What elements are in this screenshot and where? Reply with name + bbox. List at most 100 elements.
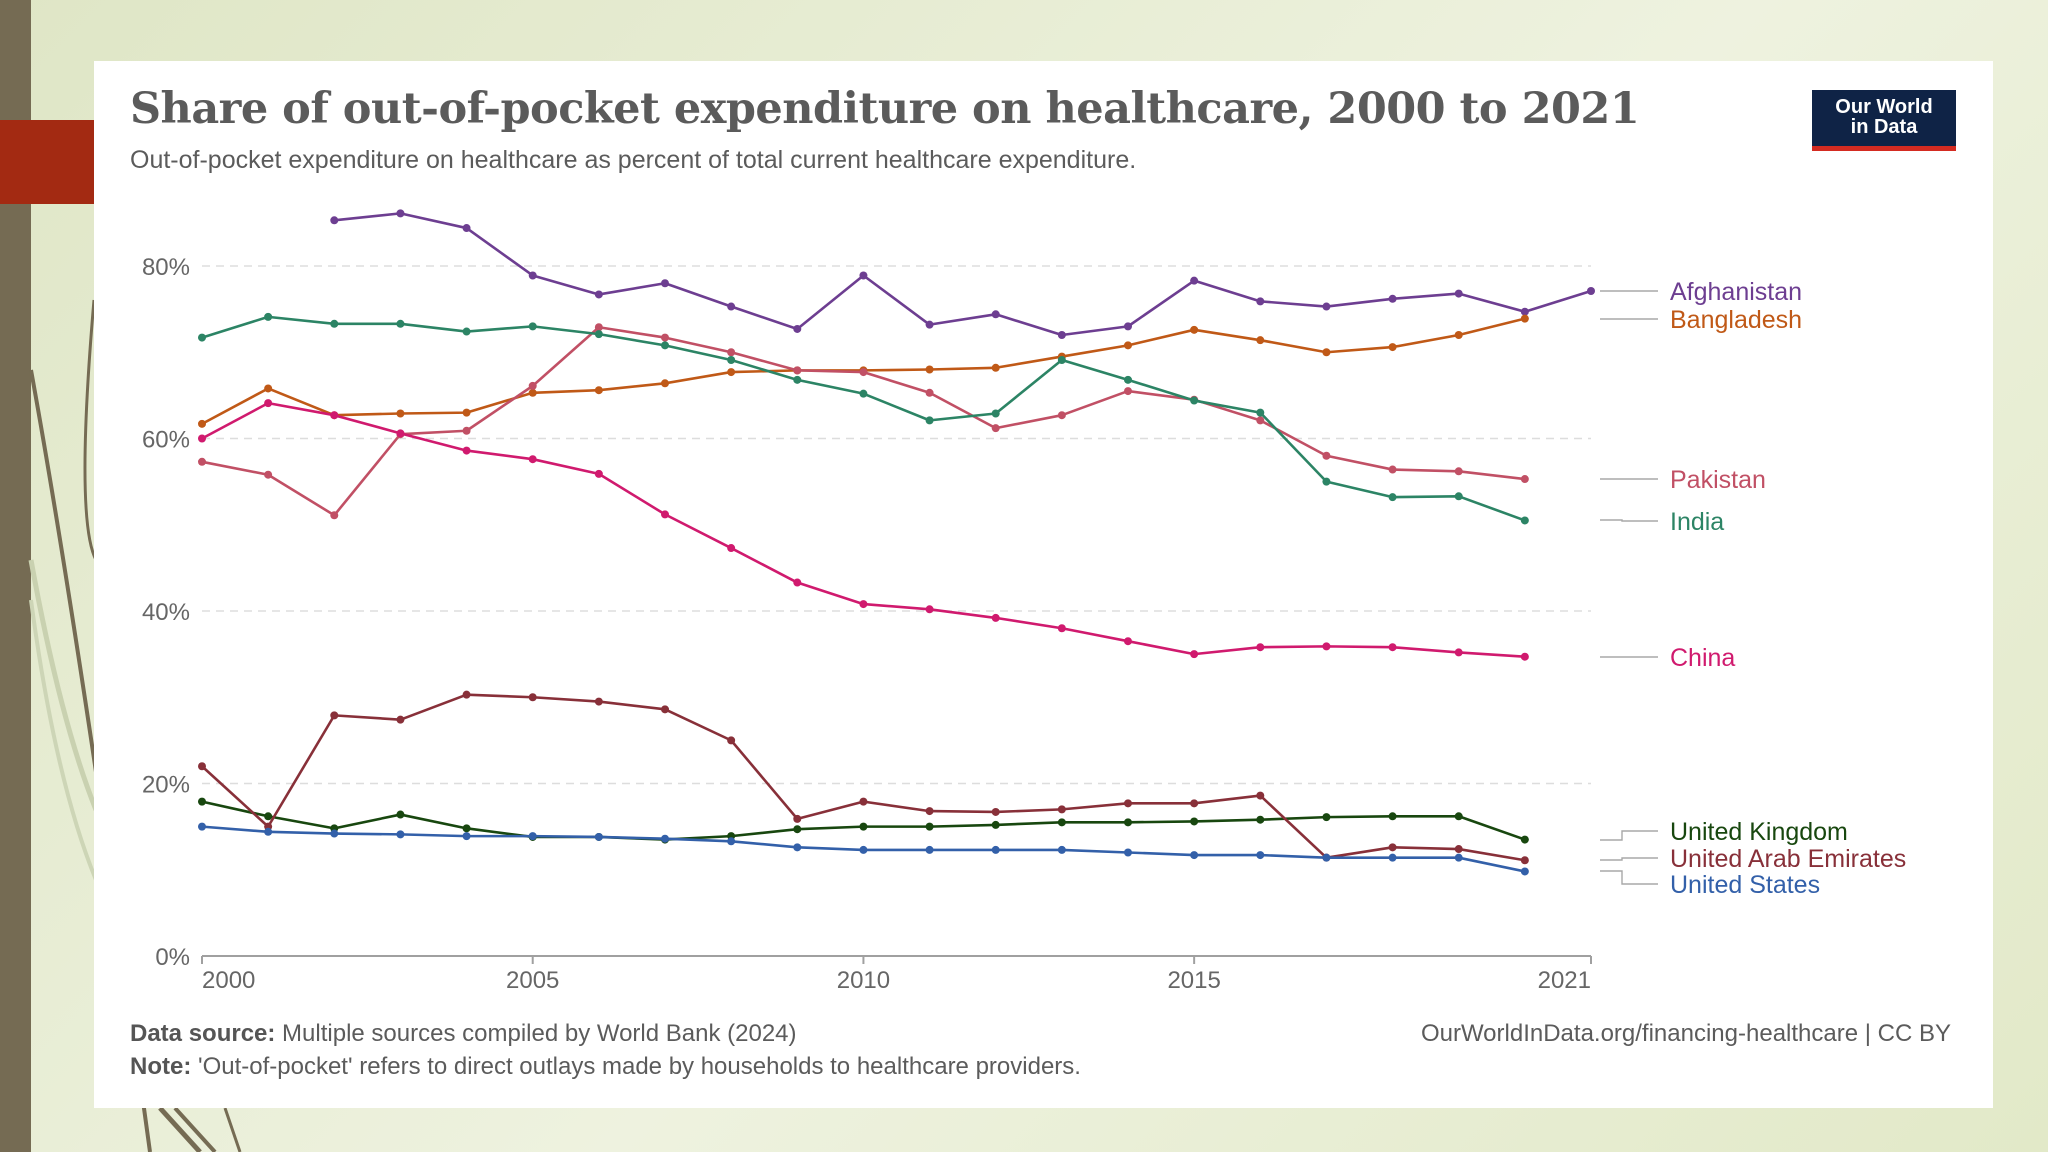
data-point-united-arab-emirates (727, 736, 736, 745)
data-point-india (859, 389, 868, 398)
data-point-afghanistan (727, 302, 736, 311)
data-point-bangladesh (1256, 336, 1265, 345)
chart-note: Note: 'Out-of-pocket' refers to direct o… (130, 1053, 1081, 1081)
data-point-afghanistan (1190, 276, 1199, 285)
legend-label-united-arab-emirates: United Arab Emirates (1670, 845, 1906, 873)
data-point-pakistan (727, 348, 736, 357)
data-point-united-states (396, 830, 405, 839)
data-point-india (1190, 396, 1199, 405)
legend-label-afghanistan: Afghanistan (1670, 278, 1802, 306)
data-source: Data source: Multiple sources compiled b… (130, 1020, 797, 1048)
x-tick-label: 2010 (837, 967, 890, 994)
data-point-united-kingdom (1124, 818, 1132, 827)
data-point-india (991, 409, 1000, 418)
data-point-bangladesh (925, 365, 934, 374)
data-point-india (661, 341, 669, 350)
data-point-united-kingdom (1388, 812, 1397, 821)
y-tick-label: 0% (155, 944, 190, 971)
data-point-united-states (1520, 867, 1529, 876)
data-point-united-kingdom (859, 822, 868, 831)
series-line-afghanistan (334, 212, 1592, 337)
data-point-pakistan (264, 470, 273, 479)
data-point-bangladesh (1190, 325, 1199, 334)
data-point-united-kingdom (1322, 813, 1331, 822)
data-source-label: Data source: (130, 1020, 276, 1047)
data-point-united-arab-emirates (198, 762, 206, 771)
note-label: Note: (130, 1053, 192, 1080)
data-point-india (198, 333, 206, 342)
data-point-china (396, 429, 405, 438)
data-point-pakistan (859, 368, 868, 377)
data-point-china (1388, 643, 1397, 652)
legend-label-china: China (1670, 644, 1735, 672)
data-point-china (727, 544, 736, 553)
data-point-united-states (1256, 851, 1265, 860)
data-point-pakistan (991, 424, 1000, 433)
data-point-united-arab-emirates (462, 690, 471, 699)
data-point-china (793, 578, 802, 587)
legend-connector-united-arab-emirates (1600, 857, 1658, 861)
data-point-india (1322, 477, 1331, 486)
data-point-united-states (859, 845, 868, 854)
data-point-china (462, 446, 471, 455)
data-point-afghanistan (991, 310, 1000, 319)
data-point-bangladesh (991, 363, 1000, 372)
slide-accent-bar (0, 120, 96, 204)
data-point-china (661, 510, 669, 519)
data-point-united-states (1388, 853, 1397, 862)
data-point-united-arab-emirates (528, 693, 537, 702)
chart-subtitle: Out-of-pocket expenditure on healthcare … (130, 146, 1137, 174)
data-point-china (330, 411, 339, 420)
data-point-united-arab-emirates (661, 705, 669, 714)
data-point-united-states (1057, 845, 1066, 854)
source-link[interactable]: OurWorldInData.org/financing-healthcare … (1420, 1020, 1951, 1047)
data-point-united-states (793, 843, 802, 852)
data-point-china (925, 605, 934, 614)
data-point-united-kingdom (396, 810, 405, 819)
data-point-pakistan (1256, 416, 1265, 425)
data-point-afghanistan (1057, 331, 1066, 339)
data-point-india (793, 375, 802, 384)
data-point-afghanistan (330, 216, 339, 225)
legend-connector-india (1600, 519, 1658, 522)
data-point-united-kingdom (1256, 815, 1265, 824)
data-point-afghanistan (462, 224, 471, 233)
data-point-united-states (1454, 853, 1463, 862)
data-point-china (264, 399, 273, 408)
data-point-united-arab-emirates (925, 807, 934, 816)
data-point-united-arab-emirates (1256, 791, 1265, 800)
data-point-india (1454, 492, 1463, 501)
data-point-india (528, 322, 537, 331)
data-point-afghanistan (396, 209, 405, 218)
data-point-pakistan (1322, 451, 1331, 460)
data-point-bangladesh (396, 409, 405, 418)
data-point-united-kingdom (198, 797, 206, 806)
data-point-bangladesh (1124, 341, 1132, 350)
x-tick-label: 2021 (1538, 967, 1591, 994)
data-point-india (330, 319, 339, 328)
data-point-china (594, 469, 603, 478)
data-source-text: Multiple sources compiled by World Bank … (275, 1020, 797, 1047)
chart-panel (94, 61, 1993, 1108)
data-point-bangladesh (727, 368, 736, 377)
data-point-afghanistan (1520, 307, 1529, 316)
data-point-united-states (1124, 848, 1132, 857)
data-point-afghanistan (1587, 287, 1595, 296)
data-point-china (1256, 643, 1265, 652)
owid-logo[interactable]: Our World in Data (1812, 90, 1956, 151)
data-point-afghanistan (859, 271, 868, 280)
x-tick-label: 2000 (202, 967, 255, 994)
data-point-china (198, 434, 206, 443)
data-point-india (1057, 356, 1066, 365)
data-point-united-kingdom (264, 812, 273, 821)
data-point-afghanistan (925, 320, 934, 329)
data-point-united-states (264, 827, 273, 836)
data-point-india (396, 319, 405, 328)
data-point-united-states (594, 832, 603, 841)
data-point-pakistan (925, 388, 934, 397)
legend-connector-united-kingdom (1600, 830, 1658, 841)
data-point-united-states (991, 845, 1000, 854)
data-point-afghanistan (661, 279, 669, 288)
data-point-china (1057, 624, 1066, 633)
